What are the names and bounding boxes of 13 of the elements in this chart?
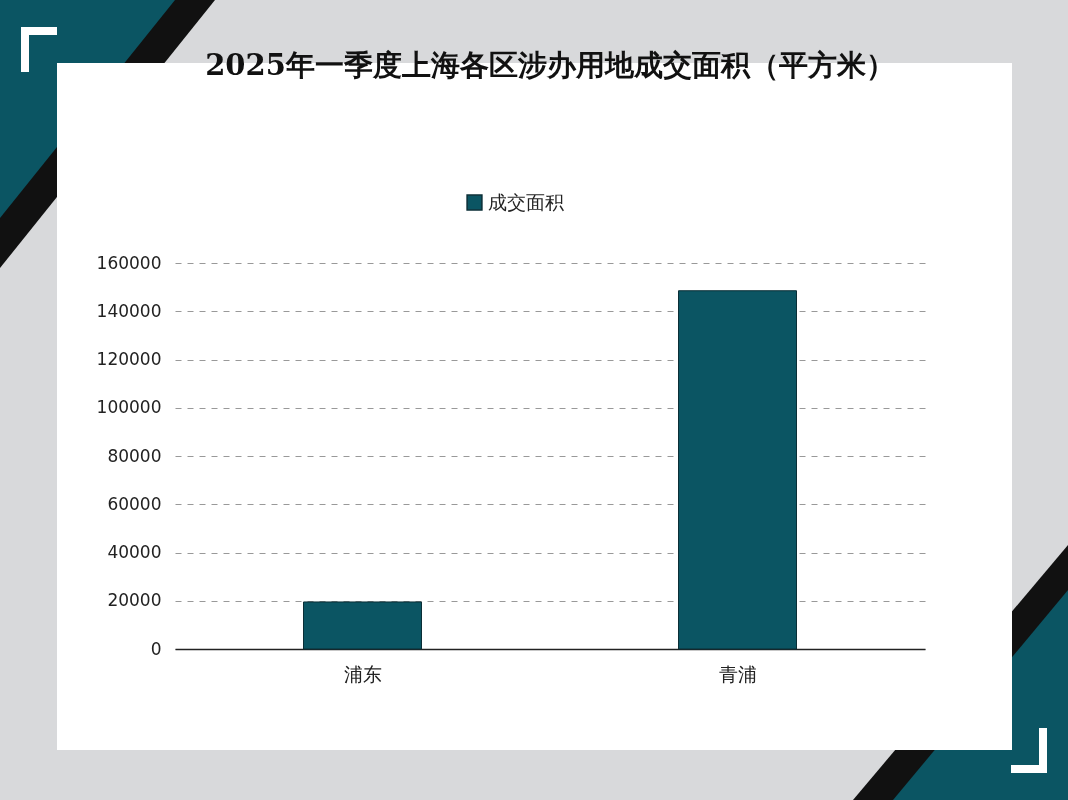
y-tick-label: 60000	[107, 493, 162, 514]
y-tick-label: 160000	[96, 252, 162, 273]
y-tick-label: 80000	[107, 445, 162, 466]
y-tick-label: 40000	[107, 542, 162, 562]
y-tick-label: 100000	[96, 397, 162, 418]
y-tick-label: 140000	[96, 300, 162, 321]
y-tick-label: 0	[150, 638, 162, 659]
legend-label: 成交面积	[488, 190, 564, 213]
x-tick-label: 青浦	[718, 662, 757, 685]
x-tick-label: 浦东	[343, 662, 382, 685]
y-tick-label: 120000	[96, 349, 162, 369]
y-tick-label: 20000	[107, 590, 162, 611]
chart-title: 2025年一季度上海各区涉办用地成交面积（平方米）	[205, 48, 895, 82]
